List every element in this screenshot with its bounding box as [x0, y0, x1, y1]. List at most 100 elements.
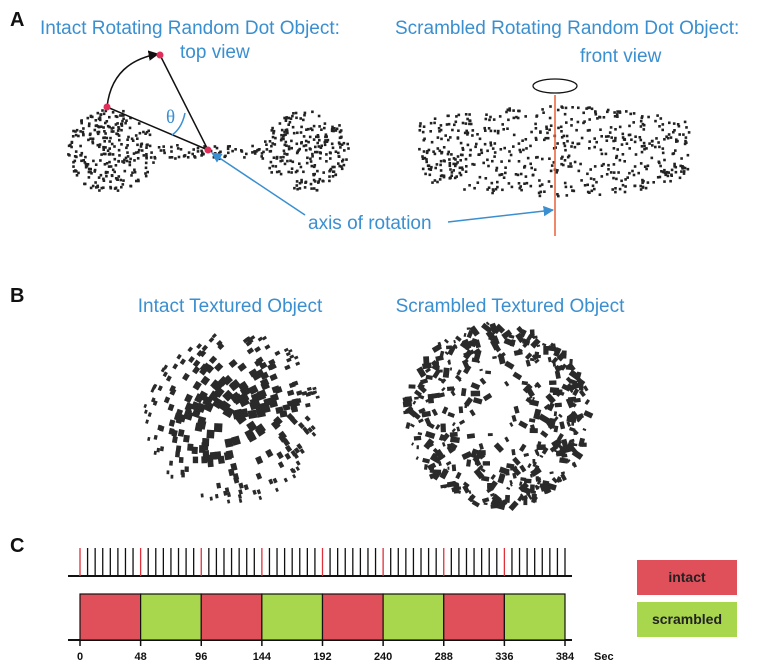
texture-fragment [435, 424, 440, 430]
random-dot [522, 149, 525, 152]
random-dot [311, 129, 314, 132]
random-dot [500, 160, 503, 163]
texture-patch [158, 385, 163, 391]
texture-fragment [446, 345, 452, 349]
texture-fragment [554, 411, 557, 416]
random-dot [102, 137, 105, 140]
random-dot [292, 112, 295, 115]
texture-patch [258, 496, 262, 500]
random-dot [560, 163, 563, 166]
random-dot [520, 173, 523, 176]
texture-fragment [433, 469, 441, 474]
random-dot [68, 145, 71, 148]
random-dot [449, 165, 452, 168]
random-dot [75, 134, 78, 137]
random-dot [595, 141, 598, 144]
random-dot [459, 159, 462, 162]
random-dot [319, 157, 322, 160]
texture-fragment [483, 461, 490, 465]
random-dot [451, 129, 454, 132]
texture-fragment [558, 414, 563, 418]
random-dot [305, 140, 308, 143]
random-dot [619, 126, 622, 129]
texture-patch [168, 404, 175, 412]
tick-label: 0 [77, 651, 83, 663]
random-dot [74, 169, 77, 172]
texture-fragment [416, 445, 419, 449]
random-dot [587, 191, 590, 194]
random-dot [465, 158, 468, 161]
texture-patch [238, 483, 243, 489]
random-dot [160, 149, 163, 152]
random-dot [458, 114, 461, 117]
random-dot [95, 125, 98, 128]
random-dot [502, 128, 505, 131]
random-dot [628, 125, 631, 128]
random-dot [114, 158, 117, 161]
random-dot [311, 111, 314, 114]
random-dot [614, 139, 617, 142]
random-dot [109, 152, 112, 155]
texture-patch [279, 411, 287, 418]
texture-patch [201, 493, 204, 497]
random-dot [647, 181, 650, 184]
rotation-arc [107, 54, 158, 107]
random-dot [99, 159, 102, 162]
random-dot [494, 142, 497, 145]
legend-label: intact [668, 569, 706, 585]
random-dot [479, 176, 482, 179]
texture-patch [257, 489, 262, 494]
random-dot [577, 143, 580, 146]
texture-fragment [466, 459, 471, 467]
random-dot [284, 163, 287, 166]
random-dot [622, 184, 625, 187]
random-dot [454, 177, 457, 180]
texture-patch [254, 346, 261, 353]
random-dot [311, 165, 314, 168]
texture-fragment [482, 497, 489, 503]
random-dot [585, 107, 588, 110]
random-dot [448, 158, 451, 161]
random-dot [300, 126, 303, 129]
texture-patch [274, 350, 280, 355]
random-dot [108, 161, 111, 164]
random-dot [438, 127, 441, 130]
random-dot [599, 193, 602, 196]
random-dot [296, 132, 299, 135]
random-dot [465, 165, 468, 168]
random-dot [169, 156, 172, 159]
random-dot [592, 185, 595, 188]
random-dot [600, 149, 603, 152]
random-dot [512, 109, 515, 112]
random-dot [530, 167, 533, 170]
random-dot [251, 145, 254, 148]
random-dot [547, 137, 550, 140]
texture-fragment [536, 452, 540, 457]
random-dot [434, 167, 437, 170]
random-dot [598, 116, 601, 119]
texture-fragment [443, 367, 450, 377]
random-dot [560, 126, 563, 129]
random-dot [495, 169, 498, 172]
texture-patch [237, 363, 247, 372]
random-dot [536, 114, 539, 117]
random-dot [626, 142, 629, 145]
texture-fragment [579, 390, 586, 397]
random-dot [437, 136, 440, 139]
random-dot [687, 168, 690, 171]
random-dot [614, 191, 617, 194]
random-dot [674, 149, 677, 152]
random-dot [197, 150, 200, 153]
random-dot [564, 159, 567, 162]
random-dot [272, 165, 275, 168]
random-dot [518, 142, 521, 145]
random-dot [338, 124, 341, 127]
random-dot [621, 143, 624, 146]
random-dot [644, 165, 647, 168]
random-dot [663, 138, 666, 141]
tick-label: 288 [435, 651, 453, 663]
texture-fragment [555, 403, 562, 408]
random-dot [629, 134, 632, 137]
texture-patch [283, 404, 291, 411]
texture-patch [148, 412, 152, 417]
